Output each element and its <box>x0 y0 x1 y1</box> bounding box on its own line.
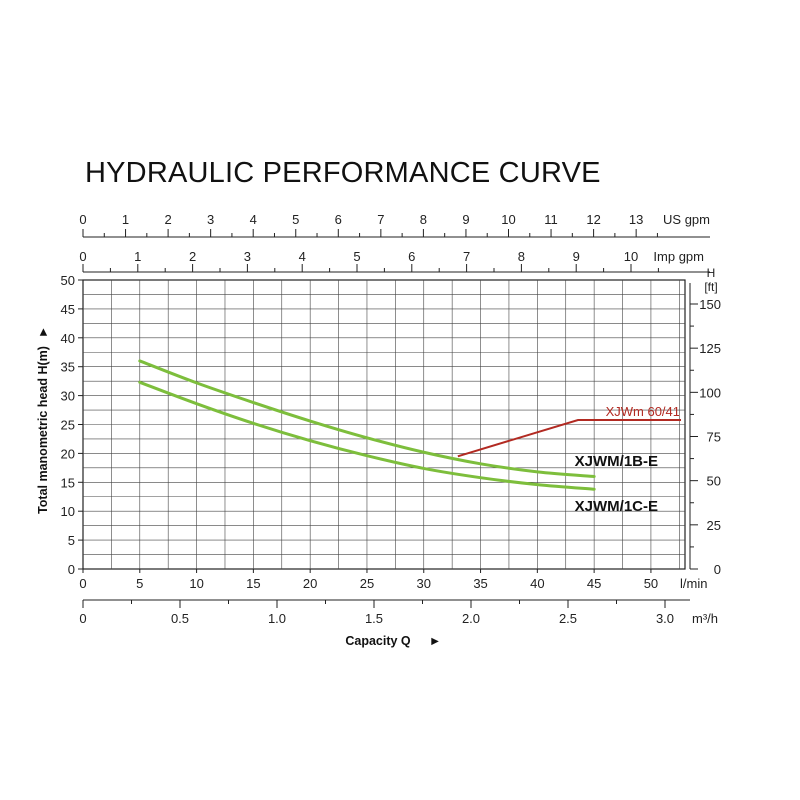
us-gpm-tick-label: 4 <box>250 212 257 227</box>
imp-gpm-tick-label: 9 <box>573 249 580 264</box>
x-tick-label: 5 <box>136 576 143 591</box>
feet-tick-label: 125 <box>699 341 721 356</box>
x-axis-arrow-icon: ► <box>429 634 441 648</box>
us-gpm-tick-label: 0 <box>79 212 86 227</box>
y-axis-title: Total manometric head H(m) <box>36 346 50 514</box>
series-line-1 <box>138 380 596 491</box>
imp-gpm-tick-label: 6 <box>408 249 415 264</box>
m3h-tick-label: 2.0 <box>462 611 480 626</box>
imp-gpm-tick-label: 8 <box>518 249 525 264</box>
us-gpm-tick-label: 11 <box>544 212 558 227</box>
us-gpm-tick-label: 13 <box>629 212 643 227</box>
x-tick-label: 45 <box>587 576 601 591</box>
model-annotation-label: XJWm 60/41 <box>606 404 680 419</box>
y-tick-label: 25 <box>61 418 75 433</box>
us-gpm-tick-label: 2 <box>164 212 171 227</box>
m3h-tick-label: 0 <box>79 611 86 626</box>
grid <box>82 279 686 570</box>
y-tick-label: 50 <box>61 273 75 288</box>
m3h-tick-label: 3.0 <box>656 611 674 626</box>
y-tick-label: 10 <box>61 504 75 519</box>
x-axis-title: Capacity Q <box>345 634 411 648</box>
m3h-tick-label: 1.5 <box>365 611 383 626</box>
m3h-tick-label: 2.5 <box>559 611 577 626</box>
us-gpm-tick-label: 7 <box>377 212 384 227</box>
x-tick-label: 50 <box>644 576 658 591</box>
axes: 051015202530354045500255075100125150H[ft… <box>61 266 721 626</box>
us-gpm-tick-label: 5 <box>292 212 299 227</box>
imp-gpm-tick-label: 10 <box>624 249 638 264</box>
us-gpm-tick-label: 8 <box>420 212 427 227</box>
y-axis-arrow-icon: ► <box>36 326 50 338</box>
feet-tick-label: 25 <box>707 518 721 533</box>
series-label-0: XJWM/1B-E <box>575 453 658 470</box>
y-tick-label: 40 <box>61 331 75 346</box>
x-unit-label: l/min <box>680 576 707 591</box>
x-tick-label: 10 <box>189 576 203 591</box>
m3h-tick-label: 0.5 <box>171 611 189 626</box>
us-gpm-tick-label: 12 <box>586 212 600 227</box>
imp-gpm-tick-label: 5 <box>353 249 360 264</box>
x-tick-label: 20 <box>303 576 317 591</box>
imp-gpm-tick-label: 0 <box>79 249 86 264</box>
x-tick-label: 0 <box>79 576 86 591</box>
model-leader-line <box>457 419 681 458</box>
imp-gpm-tick-label: 1 <box>134 249 141 264</box>
x-tick-label: 25 <box>360 576 374 591</box>
y-tick-label: 15 <box>61 475 75 490</box>
y-tick-label: 0 <box>68 562 75 577</box>
y-tick-label: 5 <box>68 533 75 548</box>
x-tick-label: 15 <box>246 576 260 591</box>
feet-tick-label: 150 <box>699 297 721 312</box>
y-tick-label: 35 <box>61 360 75 375</box>
chart-title: HYDRAULIC PERFORMANCE CURVE <box>85 157 601 189</box>
us-gpm-tick-label: 6 <box>335 212 342 227</box>
series-line-0 <box>138 359 596 479</box>
feet-unit-label: H <box>707 266 716 280</box>
series <box>138 359 596 491</box>
feet-tick-label: 100 <box>699 385 721 400</box>
x-tick-label: 30 <box>417 576 431 591</box>
us-gpm-tick-label: 10 <box>501 212 515 227</box>
us-gpm-tick-label: 3 <box>207 212 214 227</box>
y-tick-label: 45 <box>61 302 75 317</box>
feet-tick-label: 75 <box>707 430 721 445</box>
m3h-tick-label: 1.0 <box>268 611 286 626</box>
y-tick-label: 20 <box>61 446 75 461</box>
imp-gpm-unit-label: Imp gpm <box>653 249 704 264</box>
series-label-1: XJWM/1C-E <box>575 498 658 515</box>
us-gpm-unit-label: US gpm <box>663 212 710 227</box>
labels: Capacity Q ► Total manometric head H(m) ► XJ… <box>36 326 681 648</box>
m3h-unit-label: m³/h <box>692 611 718 626</box>
feet-tick-label: 0 <box>714 562 721 577</box>
imp-gpm-tick-label: 2 <box>189 249 196 264</box>
x-tick-label: 35 <box>473 576 487 591</box>
feet-tick-label: 50 <box>707 474 721 489</box>
y-tick-label: 30 <box>61 389 75 404</box>
imp-gpm-tick-label: 4 <box>299 249 306 264</box>
us-gpm-tick-label: 9 <box>462 212 469 227</box>
us-gpm-tick-label: 1 <box>122 212 129 227</box>
imp-gpm-tick-label: 7 <box>463 249 470 264</box>
x-tick-label: 40 <box>530 576 544 591</box>
imp-gpm-tick-label: 3 <box>244 249 251 264</box>
feet-unit-label: [ft] <box>704 280 717 294</box>
